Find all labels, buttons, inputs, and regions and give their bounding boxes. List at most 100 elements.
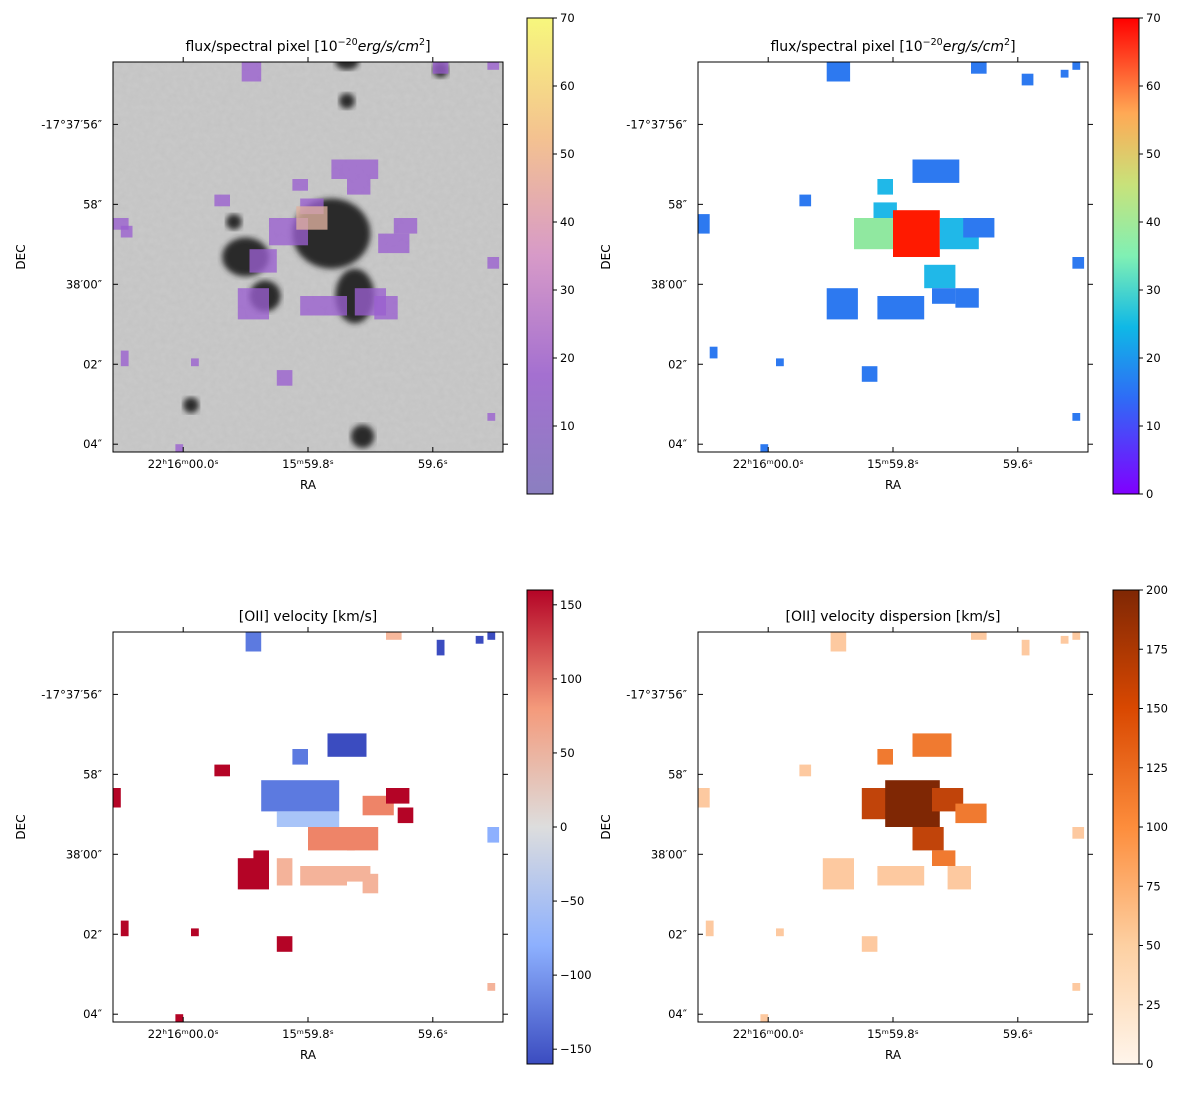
data-cell: [113, 788, 121, 808]
data-cell: [487, 983, 496, 991]
colorbar-gradient: [1112, 17, 1140, 495]
data-cell: [705, 920, 714, 937]
x-tick-label: 22ʰ16ᵐ00.0ˢ: [148, 1027, 219, 1041]
data-cell: [113, 218, 129, 230]
data-cell: [885, 780, 940, 827]
data-cell: [971, 62, 987, 74]
data-cell: [300, 296, 347, 316]
data-cell: [799, 194, 812, 207]
colorbar-tick-label: 50: [560, 746, 575, 760]
data-cell: [296, 206, 328, 230]
colorbar-tick-label: −150: [560, 1042, 592, 1056]
y-tick-label: 02″: [668, 357, 688, 371]
data-cell: [776, 358, 784, 367]
data-cell: [386, 788, 410, 804]
data-cell: [861, 366, 878, 382]
colorbar-gradient: [526, 17, 554, 495]
colorbar-tick-label: 30: [1146, 283, 1161, 297]
data-cell: [1021, 639, 1030, 656]
colorbar-tick-label: 200: [1146, 583, 1168, 597]
y-tick-label: 38′00″: [66, 847, 103, 861]
chart-title: [OII] velocity [km/s]: [239, 609, 378, 625]
data-cell: [261, 780, 340, 812]
y-tick-label: 38′00″: [651, 277, 688, 291]
data-cell: [912, 733, 952, 757]
y-tick-label: 38′00″: [651, 847, 688, 861]
y-tick-label: 58″: [83, 767, 103, 781]
data-cell: [776, 928, 784, 937]
data-cells: [698, 62, 1085, 452]
colorbar-tick-label: 60: [560, 79, 575, 93]
data-cell: [191, 358, 199, 367]
data-cell: [378, 233, 410, 254]
y-tick-label: 04″: [83, 437, 103, 451]
colorbar: 0 10 20 30 40 50 60 70: [1112, 11, 1161, 501]
data-cell: [709, 346, 718, 359]
data-cell: [955, 803, 987, 824]
colorbar-tick-label: 10: [1146, 419, 1161, 433]
data-cell: [386, 632, 402, 640]
data-cell: [120, 350, 129, 367]
data-cell: [1072, 632, 1081, 640]
data-cell: [475, 635, 484, 644]
data-cell: [397, 807, 414, 824]
x-tick-label: 15ᵐ59.8ˢ: [867, 1027, 919, 1041]
y-axis-label: DEC: [599, 814, 613, 839]
data-cell: [760, 444, 769, 452]
panel-2: flux/spectral pixel [10−20erg/s/cm2] 22ʰ1…: [599, 11, 1161, 501]
y-axis-label: DEC: [14, 814, 28, 839]
colorbar-tick-label: 25: [1146, 998, 1161, 1012]
source-blob: [183, 397, 199, 414]
y-tick-label: 02″: [668, 927, 688, 941]
data-cell: [120, 920, 129, 937]
data-cell: [331, 159, 379, 179]
y-axis-label: DEC: [599, 244, 613, 269]
title-unit-power: 2: [1004, 37, 1010, 48]
data-cell: [1060, 69, 1069, 78]
x-tick-label: 59.6ˢ: [418, 1027, 448, 1041]
data-cell: [276, 811, 340, 827]
colorbar-tick-label: 50: [560, 147, 575, 161]
data-cell: [877, 296, 925, 320]
colorbar-tick-label: 40: [560, 215, 575, 229]
title-close: ]: [1010, 39, 1015, 55]
data-cell: [276, 370, 293, 386]
colorbar-tick-label: 20: [560, 351, 575, 365]
data-cell: [300, 866, 347, 886]
x-axis-label: RA: [885, 1048, 902, 1062]
chart-title: flux/spectral pixel [10−20erg/s/cm2]: [770, 37, 1015, 55]
data-cell: [760, 1014, 769, 1022]
data-cell: [873, 202, 897, 218]
panel-1: flux/spectral pixel [10−20erg/s/cm2] 22ʰ1…: [14, 11, 575, 495]
chart-title: [OII] velocity dispersion [km/s]: [786, 609, 1001, 625]
colorbar-tick-label: 30: [560, 283, 575, 297]
data-cell: [947, 866, 971, 890]
data-cell: [237, 288, 269, 320]
y-tick-label: -17°37′56″: [41, 687, 102, 701]
data-cell: [799, 764, 812, 777]
data-cells: [113, 632, 500, 1022]
data-cell: [1072, 827, 1085, 839]
data-cell: [393, 218, 418, 234]
data-cell: [327, 733, 367, 757]
source-blob: [335, 62, 359, 70]
data-cell: [308, 827, 355, 851]
source-blob: [339, 93, 355, 109]
colorbar-tick-label: 0: [560, 820, 567, 834]
data-cell: [932, 288, 956, 304]
data-cell: [487, 632, 496, 640]
y-tick-label: 04″: [668, 437, 688, 451]
x-tick-label: 15ᵐ59.8ˢ: [867, 457, 919, 471]
title-unit: erg/s/cm: [943, 39, 1004, 55]
colorbar-tick-label: 40: [1146, 215, 1161, 229]
title-exponent: −20: [338, 37, 358, 48]
y-tick-label: 04″: [668, 1007, 688, 1021]
y-tick-label: -17°37′56″: [626, 687, 687, 701]
data-cell: [276, 936, 293, 952]
x-tick-label: 59.6ˢ: [418, 457, 448, 471]
x-tick-label: 22ʰ16ᵐ00.0ˢ: [733, 1027, 804, 1041]
colorbar-tick-label: 70: [560, 11, 575, 25]
title-close: ]: [425, 39, 430, 55]
colorbar-tick-label: 10: [560, 419, 575, 433]
